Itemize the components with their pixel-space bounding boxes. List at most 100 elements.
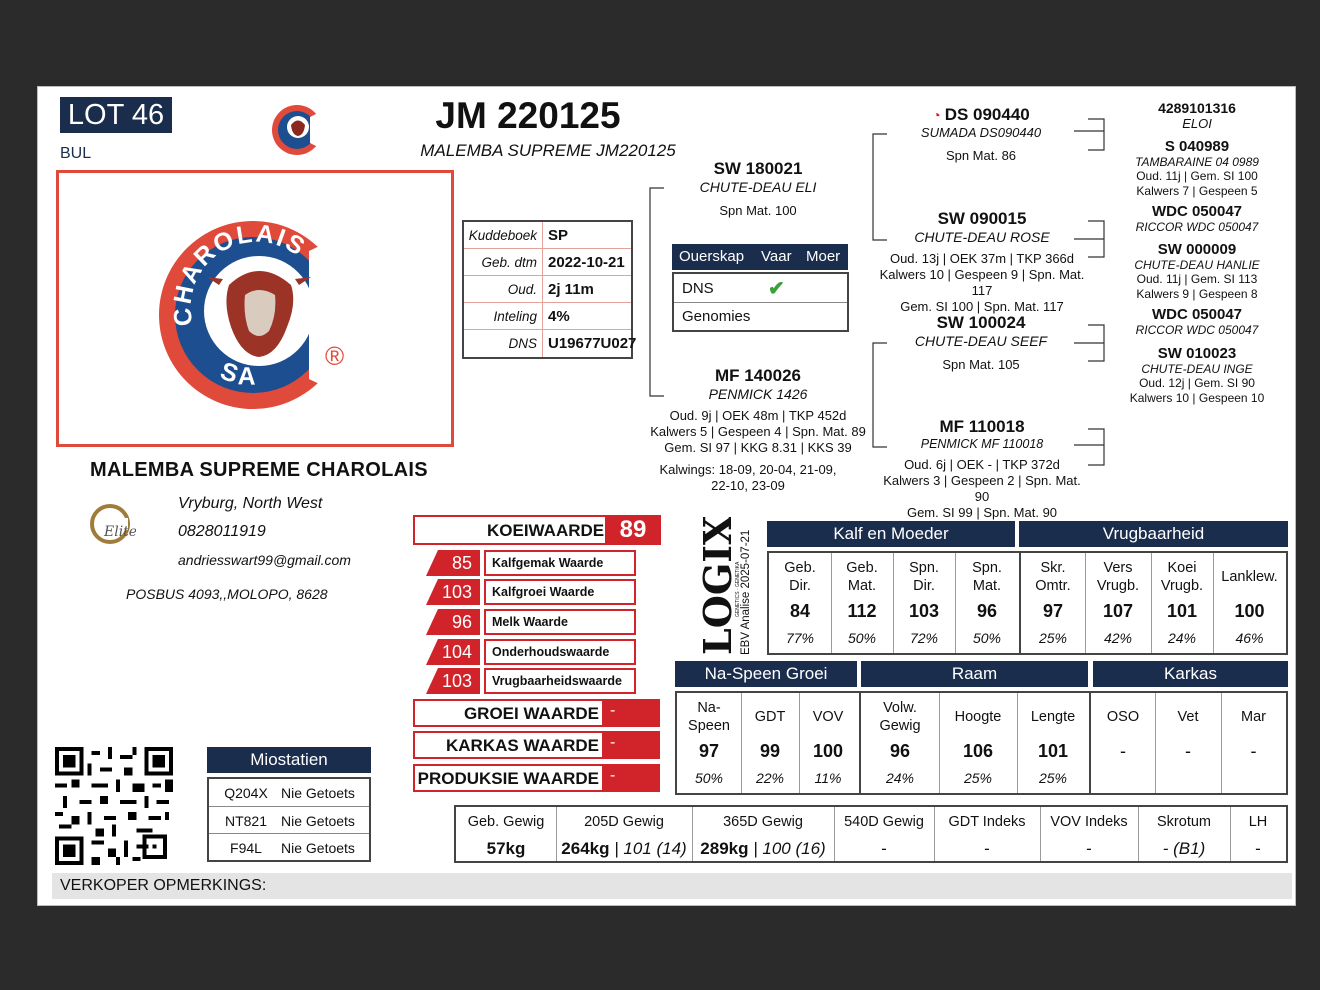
weight-cell: VOV Indeks -	[1050, 814, 1128, 858]
mio-result: Nie Getoets	[281, 813, 355, 829]
pedigree-lines	[649, 118, 1105, 466]
ebv-cell: Hoogte 106 25%	[954, 709, 1002, 786]
dam-stats: Kalwers 5 | Gespeen 4 | Spn. Mat. 89	[650, 424, 866, 439]
ggp-stats: Kalwers 10 | Gespeen 10	[1129, 391, 1265, 405]
sire-dam-name: CHUTE-DEAU ROSE	[914, 229, 1050, 245]
sex-label: BUL	[60, 145, 92, 162]
weights-table: Geb. Gewig 57kg 205D Gewig 264kg | 101 (14…	[454, 805, 1288, 863]
value-number: 103	[426, 579, 480, 605]
ebv-cell: Vet -	[1177, 709, 1199, 761]
sire-stats: Spn Mat. 100	[719, 203, 797, 218]
dam-sire: SW 100024 CHUTE-DEAU SEEF Spn Mat. 105	[906, 313, 1056, 373]
value-row: 104 Onderhoudswaarde	[426, 639, 636, 665]
breeder-email[interactable]: andriesswart99@gmail.com	[178, 552, 351, 568]
parentage-dam-label: Moer	[806, 248, 841, 265]
na-speen-groei-header: Na-Speen Groei	[675, 661, 857, 687]
info-value: U19677U027	[548, 335, 637, 352]
ggp-id: 4289101316	[1158, 100, 1236, 116]
charolais-sa-logo: CHAROLAIS SA ®	[159, 219, 355, 409]
weight-cell: LH -	[1248, 814, 1268, 858]
sire-dam: SW 090015 CHUTE-DEAU ROSE Oud. 13j | OEK…	[878, 209, 1086, 315]
ebv-cell: Spn. Mat. 96 50%	[972, 560, 1002, 646]
info-key: Inteling	[493, 309, 537, 324]
logix-sub: GENETICS · GENETIKA	[735, 561, 741, 617]
great-grandsire-2: WDC 050047 RICCOR WDC 050047	[1118, 203, 1276, 234]
value-number: 96	[426, 609, 480, 635]
info-value: SP	[548, 227, 569, 244]
sire: SW 180021 CHUTE-DEAU ELI Spn Mat. 100	[678, 159, 838, 219]
animal-name: MALEMBA SUPREME JM220125	[420, 141, 676, 160]
qr-code[interactable]	[55, 747, 173, 865]
weight-cell: 540D Gewig -	[844, 814, 924, 858]
ebv-cell: Mar -	[1241, 709, 1266, 761]
weight-cell: Geb. Gewig 57kg	[467, 814, 545, 858]
value-label: Kalfgemak Waarde	[484, 550, 636, 576]
logix-brand: LOGIX	[695, 517, 740, 655]
dam-dam-id: MF 110018	[939, 417, 1025, 436]
sire-id: SW 180021	[713, 159, 803, 178]
lot-number: LOT 46	[60, 97, 172, 133]
parentage-header-label: Ouerskap	[679, 248, 745, 265]
vrugbaarheid-header: Vrugbaarheid	[1019, 521, 1288, 547]
value-number: 103	[426, 668, 480, 694]
dam-id: MF 140026	[715, 366, 801, 385]
produksie-waarde-label: PRODUKSIE WAARDE	[417, 769, 599, 788]
ggp-id: SW 000009	[1157, 241, 1237, 258]
value-row: 96 Melk Waarde	[426, 609, 636, 635]
dam-name: PENMICK 1426	[708, 386, 808, 402]
ggp-stats: Kalwers 9 | Gespeen 8	[1136, 287, 1258, 301]
ggp-id: SW 010023	[1157, 345, 1237, 362]
mio-gene: NT821	[224, 813, 268, 829]
info-row: Kuddeboek SP	[464, 222, 631, 249]
sire-dam-stats: Gem. SI 100 | Spn. Mat. 117	[900, 299, 1064, 314]
raam-header: Raam	[861, 661, 1088, 687]
breeder-name: MALEMBA SUPREME CHAROLAIS	[90, 459, 428, 481]
produksie-waarde-value: -	[602, 764, 658, 792]
charolais-sa-small-logo	[272, 105, 322, 155]
value-number: 104	[426, 639, 480, 665]
breeder-phone[interactable]: 0828011919	[178, 523, 266, 540]
ggp-stats: Oud. 12j | Gem. SI 90	[1139, 376, 1255, 390]
ggp-name: RICCOR WDC 050047	[1135, 220, 1259, 234]
karkas-header: Karkas	[1093, 661, 1288, 687]
catalog-sheet: LOT 46 BUL JM 220125 MALEMBA SUPREME JM2…	[37, 86, 1296, 906]
parentage-table: DNS ✔ Genomies	[672, 272, 849, 332]
karkas-waarde-value: -	[602, 731, 658, 759]
parentage-header: Ouerskap Vaar Moer	[672, 244, 848, 270]
great-grandsire-1: 4289101316 ELOI	[1118, 100, 1276, 131]
sire-sire-stats: Spn Mat. 86	[945, 148, 1017, 163]
ebv-cell: Geb. Mat. 112 50%	[846, 560, 878, 646]
genomics-label: Genomies	[682, 308, 751, 325]
kalf-moeder-header: Kalf en Moeder	[767, 521, 1015, 547]
logix-logo: LOGIX GENETICS · GENETIKA EBV Analise 20…	[695, 517, 751, 655]
genomics-mark-icon: ◔	[932, 107, 941, 123]
info-row: Geb. dtm 2022-10-21	[464, 249, 631, 276]
breeder-town: Vryburg, North West	[178, 495, 323, 512]
info-key: Oud.	[507, 282, 537, 297]
ebv-cell: Spn. Dir. 103 72%	[908, 560, 940, 646]
mio-row: NT821 Nie Getoets	[209, 806, 369, 833]
ggp-name: ELOI	[1182, 116, 1212, 131]
ebv-cell: Skr. Omtr. 97 25%	[1035, 560, 1071, 646]
sire-name: CHUTE-DEAU ELI	[699, 179, 817, 195]
value-label: Melk Waarde	[484, 609, 636, 635]
ebv-cell: Lengte 101 25%	[1030, 709, 1076, 786]
sire-sire-name: SUMADA DS090440	[920, 125, 1042, 140]
info-value: 4%	[548, 308, 570, 325]
info-key: Kuddeboek	[468, 228, 537, 243]
ebv-cell: VOV 100 11%	[812, 709, 844, 786]
parentage-sire-label: Vaar	[761, 248, 792, 265]
breeder-address: POSBUS 4093,,MOLOPO, 8628	[126, 586, 328, 602]
elite-badge-text: Elite	[103, 524, 136, 540]
value-row: 103 Vrugbaarheidswaarde	[426, 668, 636, 694]
sire-dam-stats: Kalwers 10 | Gespeen 9 | Spn. Mat. 117	[879, 267, 1085, 298]
koeiwaarde-label: KOEIWAARDE	[487, 521, 605, 540]
great-granddam-3: SW 010023 CHUTE-DEAU INGE Oud. 12j | Gem…	[1118, 345, 1276, 406]
great-granddam-1: S 040989 TAMBARAINE 04 0989 Oud. 11j | G…	[1118, 138, 1276, 199]
dam-calvings: Kalwings: 18-09, 20-04, 21-09,	[659, 462, 837, 477]
miostatien-header: Miostatien	[207, 747, 371, 773]
ebv-cell: Na- Speen 97 50%	[688, 700, 730, 786]
dam-dam-stats: Oud. 6j | OEK - | TKP 372d	[904, 457, 1060, 472]
great-grandsire-3: WDC 050047 RICCOR WDC 050047	[1118, 306, 1276, 337]
value-row: 85 Kalfgemak Waarde	[426, 550, 636, 576]
